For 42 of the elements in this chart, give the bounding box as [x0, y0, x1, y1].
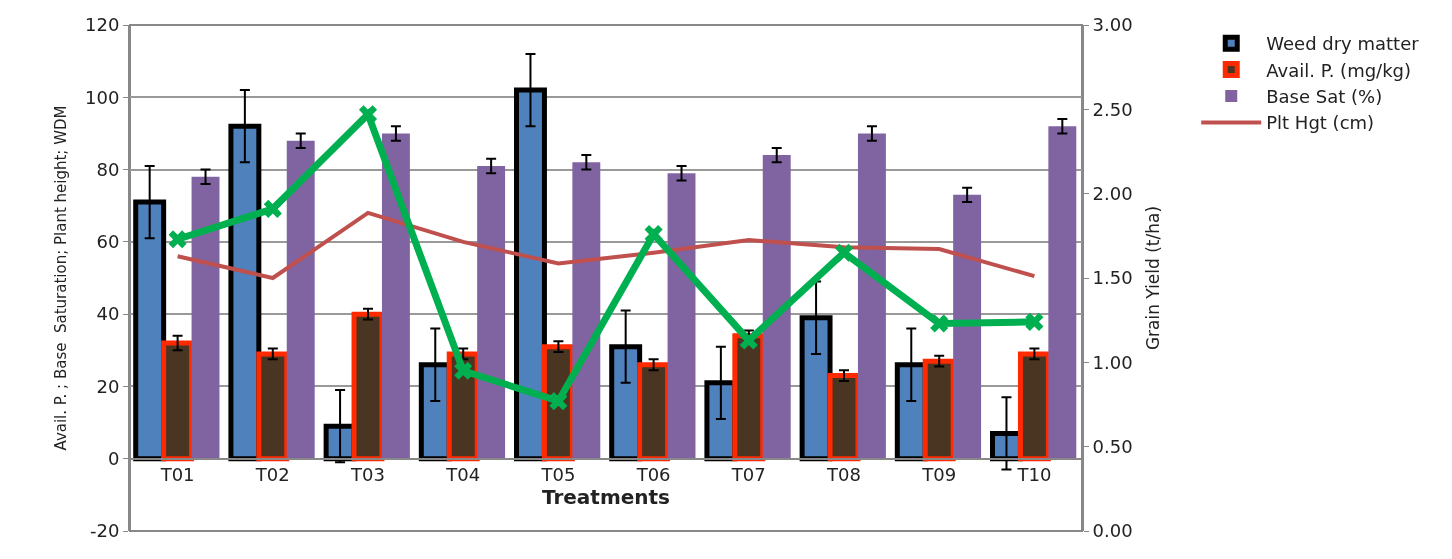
point	[454, 361, 473, 380]
y-tick-label: 20	[96, 375, 120, 397]
y2-tick-label: 2.00	[1092, 182, 1133, 204]
y-tick-label: 40	[96, 303, 120, 325]
y2-tick-label: 2.50	[1092, 98, 1133, 120]
y-tick-label: 120	[85, 14, 120, 36]
y-tick-label: 60	[96, 231, 120, 253]
x-tick-label: T06	[635, 464, 671, 486]
y2-tick-label: 0.50	[1092, 435, 1133, 457]
x-tick-label: T02	[254, 464, 290, 486]
line-series	[175, 210, 1037, 280]
x-tick-label: T03	[350, 464, 385, 486]
y-tick-label: 100	[85, 86, 120, 108]
point	[263, 199, 282, 218]
point	[739, 331, 758, 350]
y-axis-title: Avail. P. ; Base Saturation; Plant height; WDM	[51, 105, 70, 451]
point	[930, 314, 949, 333]
point	[834, 243, 854, 262]
y-tick-label: 0	[107, 448, 120, 470]
legend-label: Base Sat (%)	[1266, 86, 1383, 108]
x-tick-label: T05	[540, 464, 576, 486]
y2-axis-title: Grain Yield (t/ha)	[1142, 205, 1163, 351]
point	[168, 230, 187, 249]
y-tick-label: -20	[89, 520, 120, 542]
x-tick-label: T04	[445, 464, 481, 486]
x-axis-title: Treatments	[541, 485, 671, 510]
legend-label: Weed dry matter	[1266, 33, 1420, 55]
x-tick-label: T08	[826, 464, 861, 486]
y2-tick-label: 0.00	[1092, 520, 1133, 542]
y2-tick-label: 1.50	[1092, 267, 1133, 289]
legend-label: Plt Hgt (cm)	[1266, 112, 1375, 134]
y2-tick-label: 3.00	[1092, 14, 1133, 36]
x-tick-label: T10	[1016, 464, 1052, 486]
y2-tick-label: 1.00	[1092, 351, 1133, 373]
point	[549, 392, 568, 411]
legend-label: Avail. P. (mg/kg)	[1266, 59, 1412, 81]
point	[1025, 312, 1044, 331]
x-tick-label: T09	[921, 464, 957, 486]
point	[358, 105, 378, 124]
y-tick-label: 80	[96, 158, 120, 180]
x-tick-label: T07	[730, 464, 766, 486]
x-tick-label: T01	[159, 464, 195, 486]
